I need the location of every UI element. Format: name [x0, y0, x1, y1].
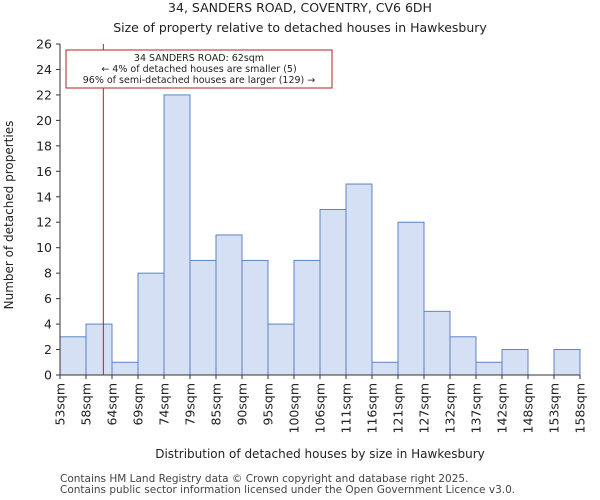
y-tick-label: 10: [36, 240, 52, 255]
x-tick-label: 148sqm: [521, 383, 536, 433]
bar-106sqm: [319, 209, 347, 376]
bar-153sqm: [553, 349, 581, 376]
annotation-line-1: 34 SANDERS ROAD: 62sqm: [134, 53, 264, 64]
bars-group: [59, 94, 581, 376]
annotation-line-2: ← 4% of detached houses are smaller (5): [101, 64, 296, 75]
annotation-border: [65, 49, 333, 89]
bar-121sqm: [397, 221, 425, 376]
y-tick-label: 12: [36, 215, 52, 230]
y-axis-label: Number of detached properties: [2, 121, 16, 310]
y-tick-label: 4: [44, 317, 52, 332]
y-tick-label: 6: [44, 291, 52, 306]
bar-116sqm: [371, 361, 399, 376]
x-tick-label: 116sqm: [365, 383, 380, 433]
x-tick-label: 90sqm: [235, 383, 250, 426]
x-tick-label: 121sqm: [391, 383, 406, 433]
bar-137sqm: [475, 361, 503, 376]
x-tick-label: 53sqm: [53, 383, 68, 426]
x-tick-label: 106sqm: [313, 383, 328, 433]
axes-group: [56, 43, 581, 379]
x-tick-label: 74sqm: [157, 383, 172, 426]
bar-127sqm: [423, 310, 451, 376]
y-tick-label: 20: [36, 113, 52, 128]
y-tick-label: 16: [36, 164, 52, 179]
bar-79sqm: [189, 259, 217, 376]
y-tick-label: 24: [36, 62, 52, 77]
bar-111sqm: [345, 183, 373, 376]
y-tick-label: 8: [44, 266, 52, 281]
x-tick-label: 132sqm: [443, 383, 458, 433]
x-axis-label: Distribution of detached houses by size …: [155, 447, 485, 461]
chart-title: 34, SANDERS ROAD, COVENTRY, CV6 6DH: [168, 0, 432, 15]
y-tick-label: 2: [44, 342, 52, 357]
y-tick-label: 14: [36, 189, 52, 204]
footer-licence: Contains public sector information licen…: [60, 484, 516, 496]
x-tick-label: 64sqm: [105, 383, 120, 426]
chart-subtitle: Size of property relative to detached ho…: [113, 20, 487, 35]
bar-74sqm: [163, 94, 191, 376]
bar-95sqm: [267, 323, 295, 376]
x-tick-label: 153sqm: [547, 383, 562, 433]
x-tick-labels: 53sqm 58sqm 64sqm 69sqm 74sqm 79sqm 85sqm 90sqm…: [53, 383, 588, 433]
x-tick-label: 58sqm: [79, 383, 94, 426]
bar-100sqm: [293, 259, 321, 376]
bar-132sqm: [449, 336, 477, 376]
x-tick-label: 85sqm: [209, 383, 224, 426]
x-tick-label: 158sqm: [573, 383, 588, 433]
y-tick-label: 0: [44, 368, 52, 383]
bar-142sqm: [501, 349, 529, 376]
annotation-line-3: 96% of semi-detached houses are larger (…: [83, 75, 316, 86]
bar-69sqm: [137, 272, 165, 376]
x-tick-label: 127sqm: [417, 383, 432, 433]
bar-85sqm: [215, 234, 243, 376]
y-tick-label: 26: [36, 37, 52, 52]
bar-58sqm: [85, 323, 113, 376]
x-tick-label: 69sqm: [131, 383, 146, 426]
x-tick-label: 79sqm: [183, 383, 198, 426]
footer-copyright: Contains HM Land Registry data © Crown c…: [60, 473, 469, 485]
bar-53sqm: [59, 336, 87, 376]
y-tick-label: 22: [36, 87, 52, 102]
x-tick-label: 100sqm: [287, 383, 302, 433]
bar-64sqm: [111, 361, 139, 376]
x-tick-label: 111sqm: [339, 383, 354, 433]
bar-90sqm: [241, 259, 269, 376]
x-tick-label: 95sqm: [261, 383, 276, 426]
x-tick-label: 137sqm: [469, 383, 484, 433]
x-tick-label: 142sqm: [495, 383, 510, 433]
y-tick-label: 18: [36, 138, 52, 153]
annotation-box: 34 SANDERS ROAD: 62sqm ← 4% of detached …: [65, 49, 333, 89]
